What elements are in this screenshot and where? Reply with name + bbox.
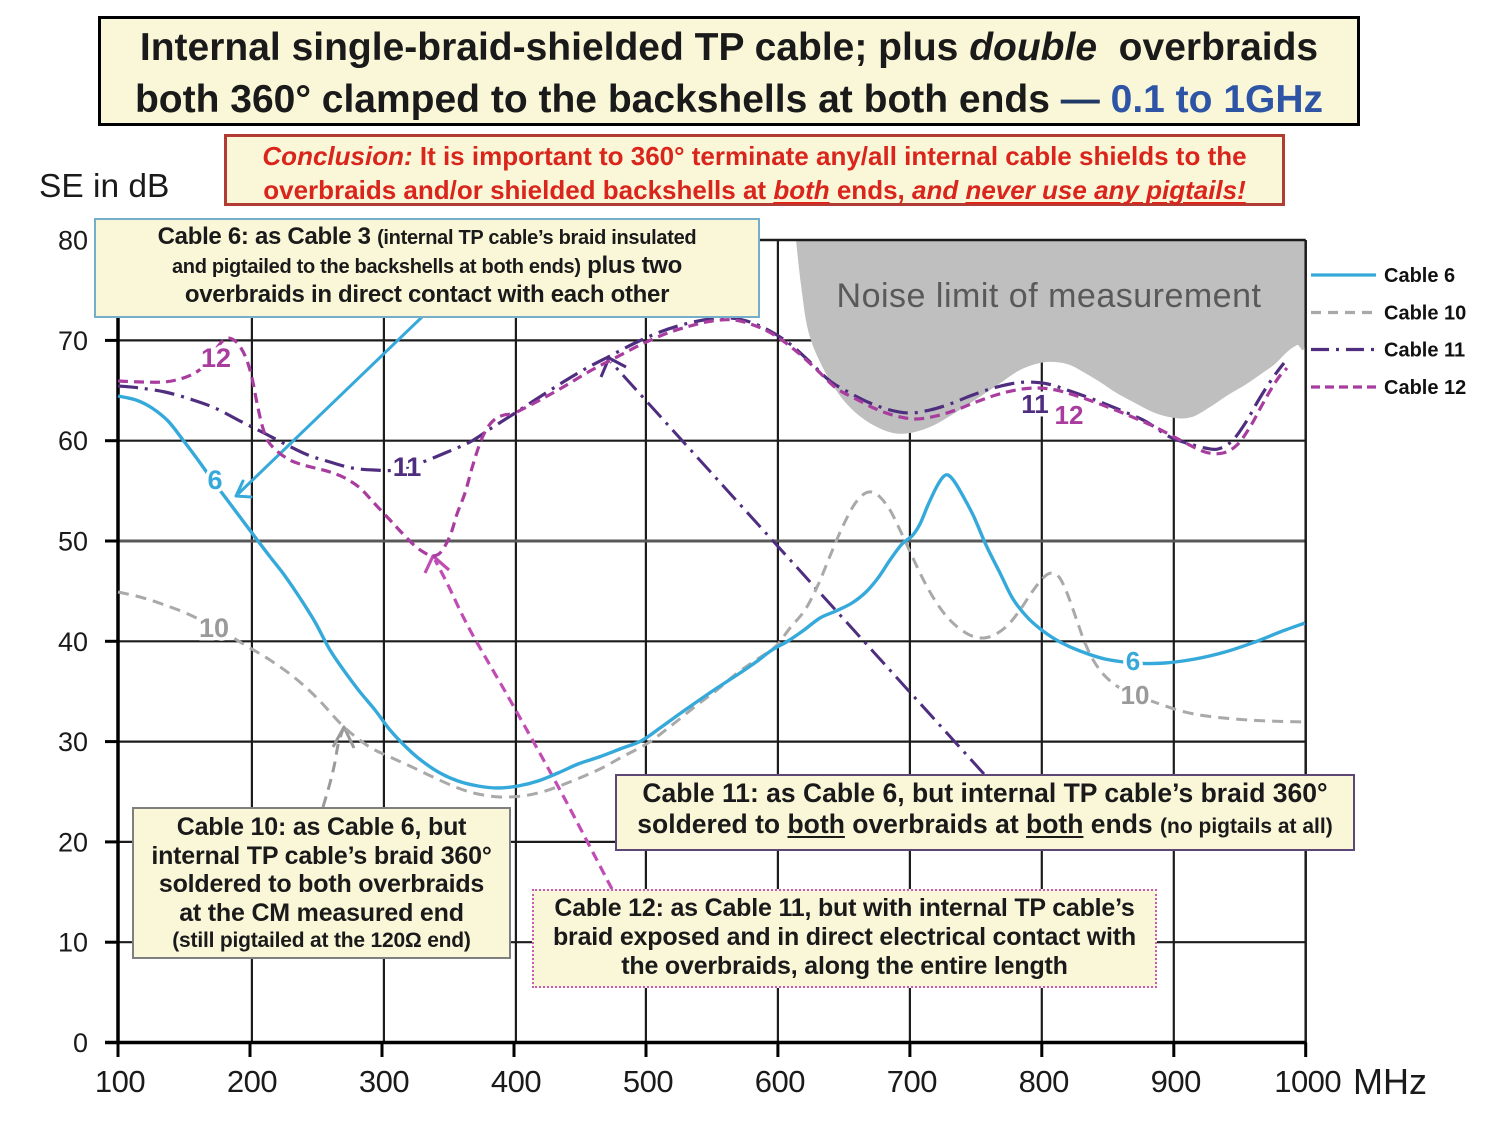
svg-text:12: 12 xyxy=(201,343,231,373)
svg-text:600: 600 xyxy=(755,1064,805,1099)
svg-text:80: 80 xyxy=(58,226,88,256)
svg-text:1000: 1000 xyxy=(1274,1064,1341,1099)
svg-text:0: 0 xyxy=(73,1028,88,1058)
svg-text:SE in dB: SE in dB xyxy=(39,168,169,205)
svg-text:11: 11 xyxy=(393,452,422,482)
svg-text:300: 300 xyxy=(359,1064,409,1099)
svg-text:10: 10 xyxy=(58,928,88,958)
svg-text:50: 50 xyxy=(58,527,88,557)
svg-text:700: 700 xyxy=(887,1064,937,1099)
svg-text:100: 100 xyxy=(95,1064,145,1099)
svg-text:11: 11 xyxy=(1021,389,1049,419)
svg-text:30: 30 xyxy=(58,727,88,757)
svg-text:MHz: MHz xyxy=(1353,1061,1427,1102)
svg-text:500: 500 xyxy=(623,1064,673,1099)
svg-text:Noise limit of measurement: Noise limit of measurement xyxy=(837,277,1262,315)
svg-text:12: 12 xyxy=(1055,400,1084,430)
svg-text:70: 70 xyxy=(58,326,88,356)
svg-text:10: 10 xyxy=(199,613,229,643)
svg-text:200: 200 xyxy=(227,1064,277,1099)
svg-text:6: 6 xyxy=(207,465,222,495)
svg-text:Cable 12: Cable 12 xyxy=(1384,377,1466,399)
svg-text:900: 900 xyxy=(1151,1064,1201,1099)
svg-text:40: 40 xyxy=(58,627,88,657)
svg-text:Cable 6: Cable 6 xyxy=(1384,265,1455,287)
svg-text:800: 800 xyxy=(1019,1064,1069,1099)
svg-text:400: 400 xyxy=(491,1064,541,1099)
svg-text:Cable 11: Cable 11 xyxy=(1384,340,1465,362)
svg-text:20: 20 xyxy=(58,827,88,857)
svg-text:Cable 10: Cable 10 xyxy=(1384,303,1466,325)
svg-text:60: 60 xyxy=(58,426,88,456)
svg-text:10: 10 xyxy=(1121,680,1150,710)
svg-text:6: 6 xyxy=(1126,646,1140,676)
